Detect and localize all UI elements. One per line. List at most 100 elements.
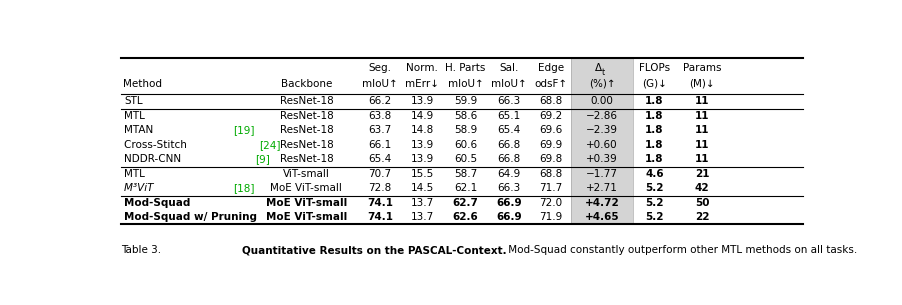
- Text: [24]: [24]: [259, 140, 281, 150]
- Text: 60.6: 60.6: [454, 140, 477, 150]
- Text: 71.9: 71.9: [539, 212, 562, 222]
- Text: ResNet-18: ResNet-18: [280, 96, 333, 106]
- Text: 60.5: 60.5: [454, 154, 477, 164]
- Text: 69.9: 69.9: [539, 140, 562, 150]
- Text: 21: 21: [695, 169, 709, 179]
- Text: mIoU↑: mIoU↑: [363, 79, 398, 89]
- Text: H. Parts: H. Parts: [446, 63, 485, 73]
- Text: 11: 11: [695, 111, 709, 121]
- Text: 1.8: 1.8: [645, 125, 664, 135]
- Text: [9]: [9]: [254, 154, 270, 164]
- Text: FLOPs: FLOPs: [639, 63, 670, 73]
- Text: 66.3: 66.3: [498, 96, 520, 106]
- Text: MTAN: MTAN: [124, 125, 155, 135]
- Text: 62.1: 62.1: [454, 183, 477, 193]
- Text: 74.1: 74.1: [367, 212, 393, 222]
- Text: 68.8: 68.8: [539, 96, 562, 106]
- Text: 72.0: 72.0: [539, 198, 562, 208]
- Text: 5.2: 5.2: [645, 212, 664, 222]
- Text: mIoU↑: mIoU↑: [492, 79, 527, 89]
- Text: 69.8: 69.8: [539, 154, 562, 164]
- Text: M³ViT: M³ViT: [124, 183, 155, 193]
- Text: 58.7: 58.7: [454, 169, 477, 179]
- Text: Method: Method: [124, 79, 162, 89]
- Text: MTL: MTL: [124, 169, 145, 179]
- Text: Cross-Stitch: Cross-Stitch: [124, 140, 189, 150]
- Text: Δ: Δ: [595, 63, 603, 73]
- Text: 0.00: 0.00: [591, 96, 613, 106]
- Text: Seg.: Seg.: [369, 63, 391, 73]
- Bar: [571, 58, 633, 224]
- Text: 65.1: 65.1: [498, 111, 520, 121]
- Text: ResNet-18: ResNet-18: [280, 111, 333, 121]
- Text: 58.6: 58.6: [454, 111, 477, 121]
- Text: 69.6: 69.6: [539, 125, 562, 135]
- Text: Mod-Squad constantly outperform other MTL methods on all tasks.: Mod-Squad constantly outperform other MT…: [505, 245, 858, 255]
- Text: 1.8: 1.8: [645, 140, 664, 150]
- Text: ResNet-18: ResNet-18: [280, 125, 333, 135]
- Text: Norm.: Norm.: [406, 63, 438, 73]
- Text: t: t: [603, 68, 605, 77]
- Text: 62.6: 62.6: [453, 212, 478, 222]
- Text: 66.9: 66.9: [496, 198, 522, 208]
- Text: 14.8: 14.8: [410, 125, 434, 135]
- Text: −2.86: −2.86: [586, 111, 618, 121]
- Text: 22: 22: [695, 212, 709, 222]
- Text: −2.39: −2.39: [586, 125, 618, 135]
- Text: 13.9: 13.9: [410, 140, 434, 150]
- Text: 1.8: 1.8: [645, 154, 664, 164]
- Text: 5.2: 5.2: [645, 183, 664, 193]
- Text: Edge: Edge: [538, 63, 564, 73]
- Text: 72.8: 72.8: [369, 183, 391, 193]
- Text: 70.7: 70.7: [369, 169, 391, 179]
- Text: Backbone: Backbone: [281, 79, 332, 89]
- Text: 11: 11: [695, 154, 709, 164]
- Text: 13.7: 13.7: [410, 198, 434, 208]
- Text: 65.4: 65.4: [369, 154, 391, 164]
- Text: STL: STL: [124, 96, 143, 106]
- Text: 66.8: 66.8: [498, 140, 520, 150]
- Text: 58.9: 58.9: [454, 125, 477, 135]
- Text: NDDR-CNN: NDDR-CNN: [124, 154, 183, 164]
- Text: ResNet-18: ResNet-18: [280, 140, 333, 150]
- Text: mErr↓: mErr↓: [405, 79, 439, 89]
- Text: +0.60: +0.60: [586, 140, 618, 150]
- Text: 66.2: 66.2: [369, 96, 391, 106]
- Text: 13.9: 13.9: [410, 154, 434, 164]
- Text: MoE ViT-small: MoE ViT-small: [266, 198, 347, 208]
- Text: MTL: MTL: [124, 111, 145, 121]
- Text: 63.7: 63.7: [369, 125, 391, 135]
- Text: 66.1: 66.1: [369, 140, 391, 150]
- Text: (%)↑: (%)↑: [589, 79, 615, 89]
- Text: 71.7: 71.7: [539, 183, 562, 193]
- Text: Mod-Squad w/ Pruning: Mod-Squad w/ Pruning: [124, 212, 257, 222]
- Text: Sal.: Sal.: [500, 63, 519, 73]
- Text: 15.5: 15.5: [410, 169, 434, 179]
- Text: 11: 11: [695, 125, 709, 135]
- Text: Quantitative Results on the PASCAL-Context.: Quantitative Results on the PASCAL-Conte…: [242, 245, 506, 255]
- Text: +4.65: +4.65: [584, 212, 620, 222]
- Text: (M)↓: (M)↓: [689, 79, 715, 89]
- Text: +2.71: +2.71: [586, 183, 618, 193]
- Text: 5.2: 5.2: [645, 198, 664, 208]
- Text: +4.72: +4.72: [584, 198, 620, 208]
- Text: 63.8: 63.8: [369, 111, 391, 121]
- Text: 66.3: 66.3: [498, 183, 520, 193]
- Text: 74.1: 74.1: [367, 198, 393, 208]
- Text: odsF↑: odsF↑: [534, 79, 567, 89]
- Text: 59.9: 59.9: [454, 96, 477, 106]
- Text: 1.8: 1.8: [645, 111, 664, 121]
- Text: 14.9: 14.9: [410, 111, 434, 121]
- Text: Table 3.: Table 3.: [121, 245, 167, 255]
- Text: 66.8: 66.8: [498, 154, 520, 164]
- Text: −1.77: −1.77: [586, 169, 618, 179]
- Text: MoE ViT-small: MoE ViT-small: [266, 212, 347, 222]
- Text: 1.8: 1.8: [645, 96, 664, 106]
- Text: +0.39: +0.39: [586, 154, 618, 164]
- Text: 11: 11: [695, 140, 709, 150]
- Text: ResNet-18: ResNet-18: [280, 154, 333, 164]
- Text: 62.7: 62.7: [453, 198, 478, 208]
- Text: 42: 42: [695, 183, 709, 193]
- Text: 65.4: 65.4: [498, 125, 520, 135]
- Text: (G)↓: (G)↓: [642, 79, 667, 89]
